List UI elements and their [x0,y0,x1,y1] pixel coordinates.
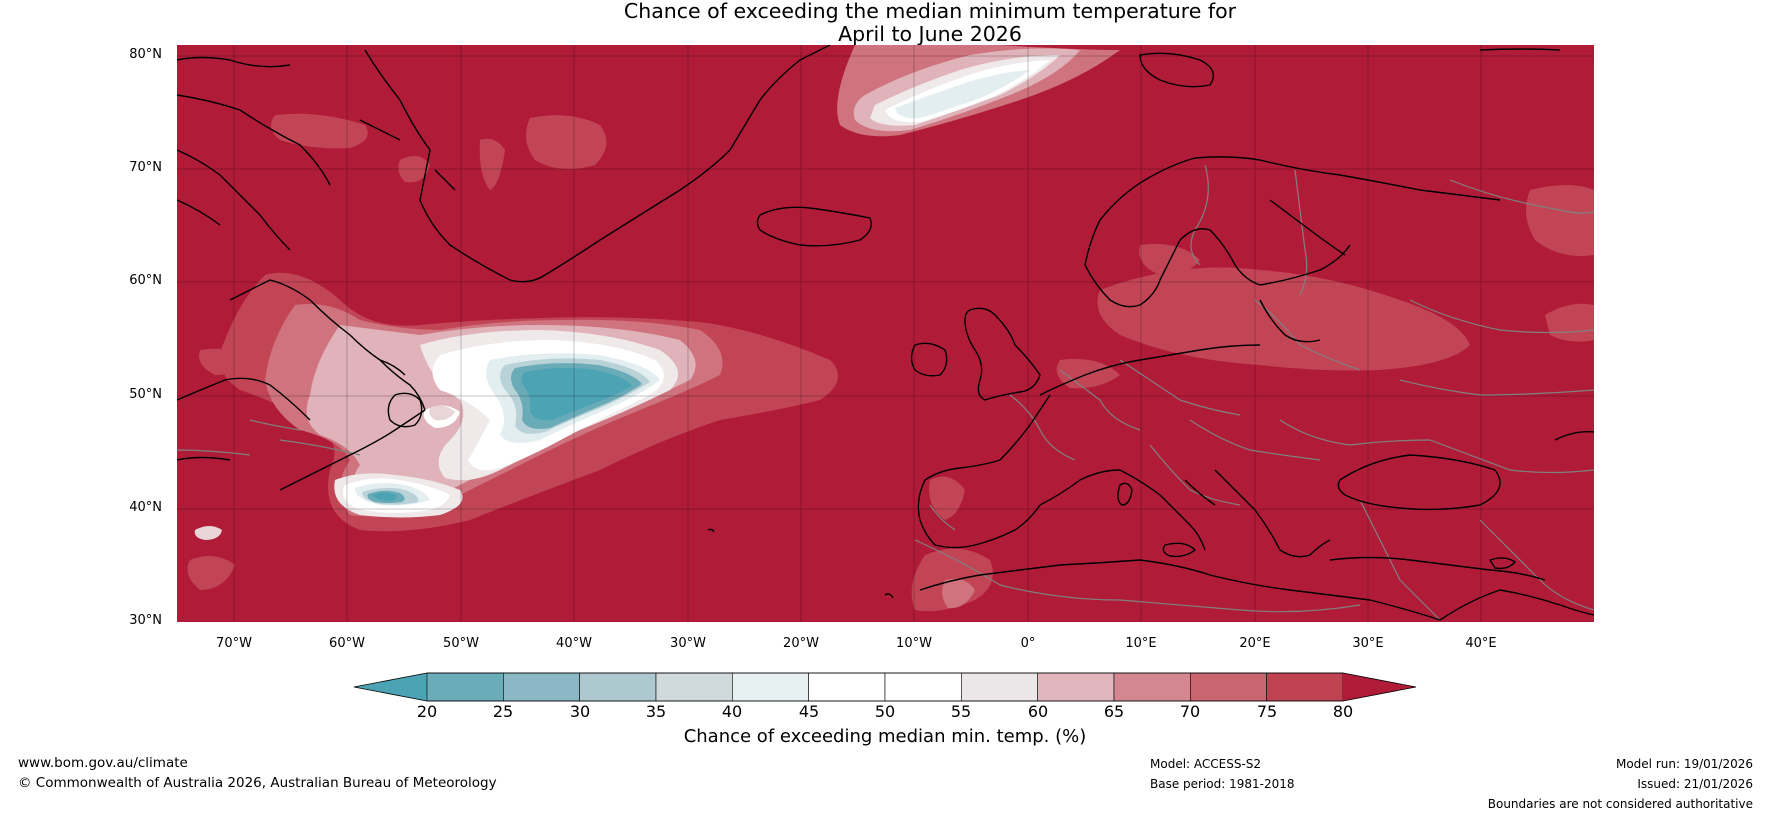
colorbar-segment [1190,672,1267,702]
lat-label-30n: 30°N [129,613,162,628]
colorbar-segment [503,672,580,702]
lon-label-10w: 10°W [896,636,932,651]
colorbar-tick-70: 70 [1179,702,1201,721]
lon-label-40w: 40°W [556,636,592,651]
coastlines [177,45,1594,621]
contour-small-spots [194,405,455,540]
footer-model: Model: ACCESS-S2 [1150,757,1262,771]
map-title: Chance of exceeding the median minimum t… [0,0,1770,46]
lat-label-70n: 70°N [129,160,162,175]
footer-base-period: Base period: 1981-2018 [1150,777,1295,791]
colorbar-extend-high [1343,673,1416,701]
colorbar-outline [353,672,1417,702]
colorbar-segment [655,672,733,702]
colorbar-tick-25: 25 [492,702,514,721]
colorbar-tick-65: 65 [1103,702,1125,721]
footer-website: www.bom.gov.au/climate [18,755,188,771]
colorbar-segment [732,672,809,702]
colorbar-tick-55: 55 [950,702,972,721]
footer-model-run: Model run: 19/01/2026 [1615,757,1753,771]
lon-label-30w: 30°W [670,636,706,651]
colorbar-segment [579,672,657,702]
colorbar-tick-45: 45 [798,702,820,721]
lon-label-20e: 20°E [1239,636,1271,651]
title-line-2: April to June 2026 [838,22,1022,46]
country-borders [177,164,1594,621]
colorbar-segment [884,672,962,702]
lat-label-60n: 60°N [129,273,162,288]
lat-label-50n: 50°N [129,387,162,402]
colorbar-extend-low [354,673,427,701]
colorbar-tick-80: 80 [1332,702,1354,721]
contour-20-25 [372,367,632,501]
footer-copyright: © Commonwealth of Australia 2026, Austra… [18,775,497,791]
colorbar-tick-40: 40 [721,702,743,721]
colorbar-segment [426,672,504,702]
lon-label-10e: 10°E [1125,636,1157,651]
colorbar-segment [1266,672,1344,702]
lon-label-70w: 70°W [216,636,252,651]
lon-label-20w: 20°W [783,636,819,651]
lat-label-80n: 80°N [129,47,162,62]
colorbar-tick-75: 75 [1256,702,1278,721]
footer-issued: Issued: 21/01/2026 [1637,777,1753,791]
colorbar-segment [808,672,886,702]
lon-label-30e: 30°E [1352,636,1384,651]
colorbar-segment [1113,672,1191,702]
colorbar-tick-20: 20 [416,702,438,721]
footer-disclaimer: Boundaries are not considered authoritat… [1487,797,1753,811]
colorbar-segment [1037,672,1115,702]
colorbar-segment [961,672,1038,702]
lon-label-50w: 50°W [443,636,479,651]
colorbar-tick-30: 30 [569,702,591,721]
colorbar-label: Chance of exceeding median min. temp. (%… [683,726,1087,747]
title-line-1: Chance of exceeding the median minimum t… [623,0,1237,23]
colorbar-segments [354,672,1416,702]
lon-label-60w: 60°W [329,636,365,651]
lon-label-0: 0° [1020,636,1036,651]
graticule [177,45,1594,622]
colorbar-tick-35: 35 [645,702,667,721]
colorbar-tick-50: 50 [874,702,896,721]
lat-label-40n: 40°N [129,500,162,515]
lon-label-40e: 40°E [1465,636,1497,651]
colorbar-tick-60: 60 [1027,702,1049,721]
